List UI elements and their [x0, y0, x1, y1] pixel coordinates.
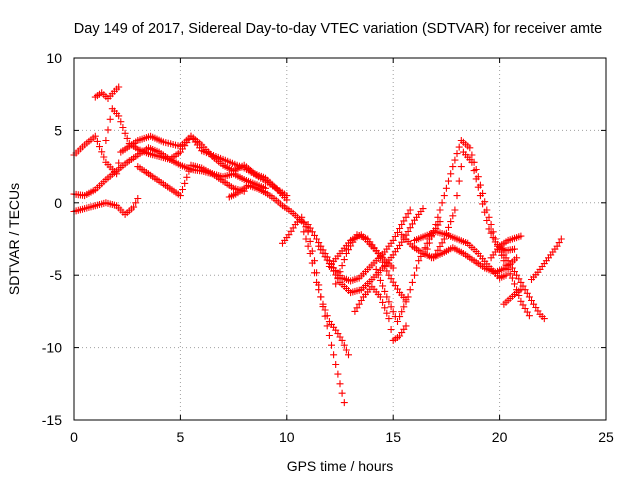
point-markers: [225, 181, 312, 234]
point-markers: [411, 228, 510, 282]
point-markers: [300, 228, 352, 359]
y-tick-label: 5: [54, 122, 62, 138]
y-axis-ticks: 10 5 0 -5 -10 -15: [42, 50, 606, 428]
series-arc-18: [411, 228, 510, 282]
point-markers: [496, 245, 548, 323]
x-tick-label: 25: [598, 429, 614, 445]
data-points: [70, 83, 565, 407]
x-tick-label: 15: [385, 429, 401, 445]
y-tick-label: 10: [46, 50, 62, 66]
series-arc-8: [279, 213, 348, 407]
series-arc-5: [102, 105, 291, 200]
series-arc-20: [528, 235, 565, 283]
series-arc-4: [91, 83, 123, 102]
series-arc-16: [398, 148, 518, 262]
x-tick-label: 5: [177, 429, 185, 445]
series-arc-23: [500, 286, 525, 308]
series-arc-9: [300, 228, 352, 359]
y-tick-label: -5: [50, 267, 63, 283]
point-markers: [102, 105, 291, 200]
series-arc-21: [496, 245, 548, 323]
point-markers: [279, 213, 348, 407]
chart-title: Day 149 of 2017, Sidereal Day-to-day VTE…: [74, 21, 602, 37]
y-axis-label: SDTVAR / TECUs: [6, 183, 22, 295]
series-arc-6: [134, 161, 248, 200]
series-arc-19: [428, 244, 521, 276]
plot-frame: [73, 57, 607, 421]
point-markers: [398, 148, 518, 262]
point-markers: [528, 235, 565, 283]
x-axis-label: GPS time / hours: [287, 458, 394, 474]
y-tick-label: -10: [42, 340, 62, 356]
point-markers: [500, 286, 525, 308]
series-arc-14: [351, 283, 410, 344]
point-markers: [325, 231, 397, 272]
y-tick-label: -15: [42, 412, 62, 428]
series-arc-3: [70, 195, 142, 218]
series-arc-13: [325, 231, 397, 272]
point-markers: [70, 195, 142, 218]
x-tick-label: 0: [70, 429, 78, 445]
point-markers: [428, 244, 521, 276]
series-arc-22: [487, 232, 525, 262]
x-tick-label: 20: [492, 429, 508, 445]
point-markers: [351, 283, 410, 344]
point-markers: [91, 83, 123, 102]
point-markers: [487, 232, 525, 262]
x-axis-ticks: 0 5 10 15 20 25: [70, 58, 614, 445]
point-markers: [134, 161, 248, 200]
series-arc-7: [225, 181, 312, 234]
grid-lines: [74, 58, 606, 420]
y-tick-label: 0: [54, 195, 62, 211]
x-tick-label: 10: [279, 429, 295, 445]
